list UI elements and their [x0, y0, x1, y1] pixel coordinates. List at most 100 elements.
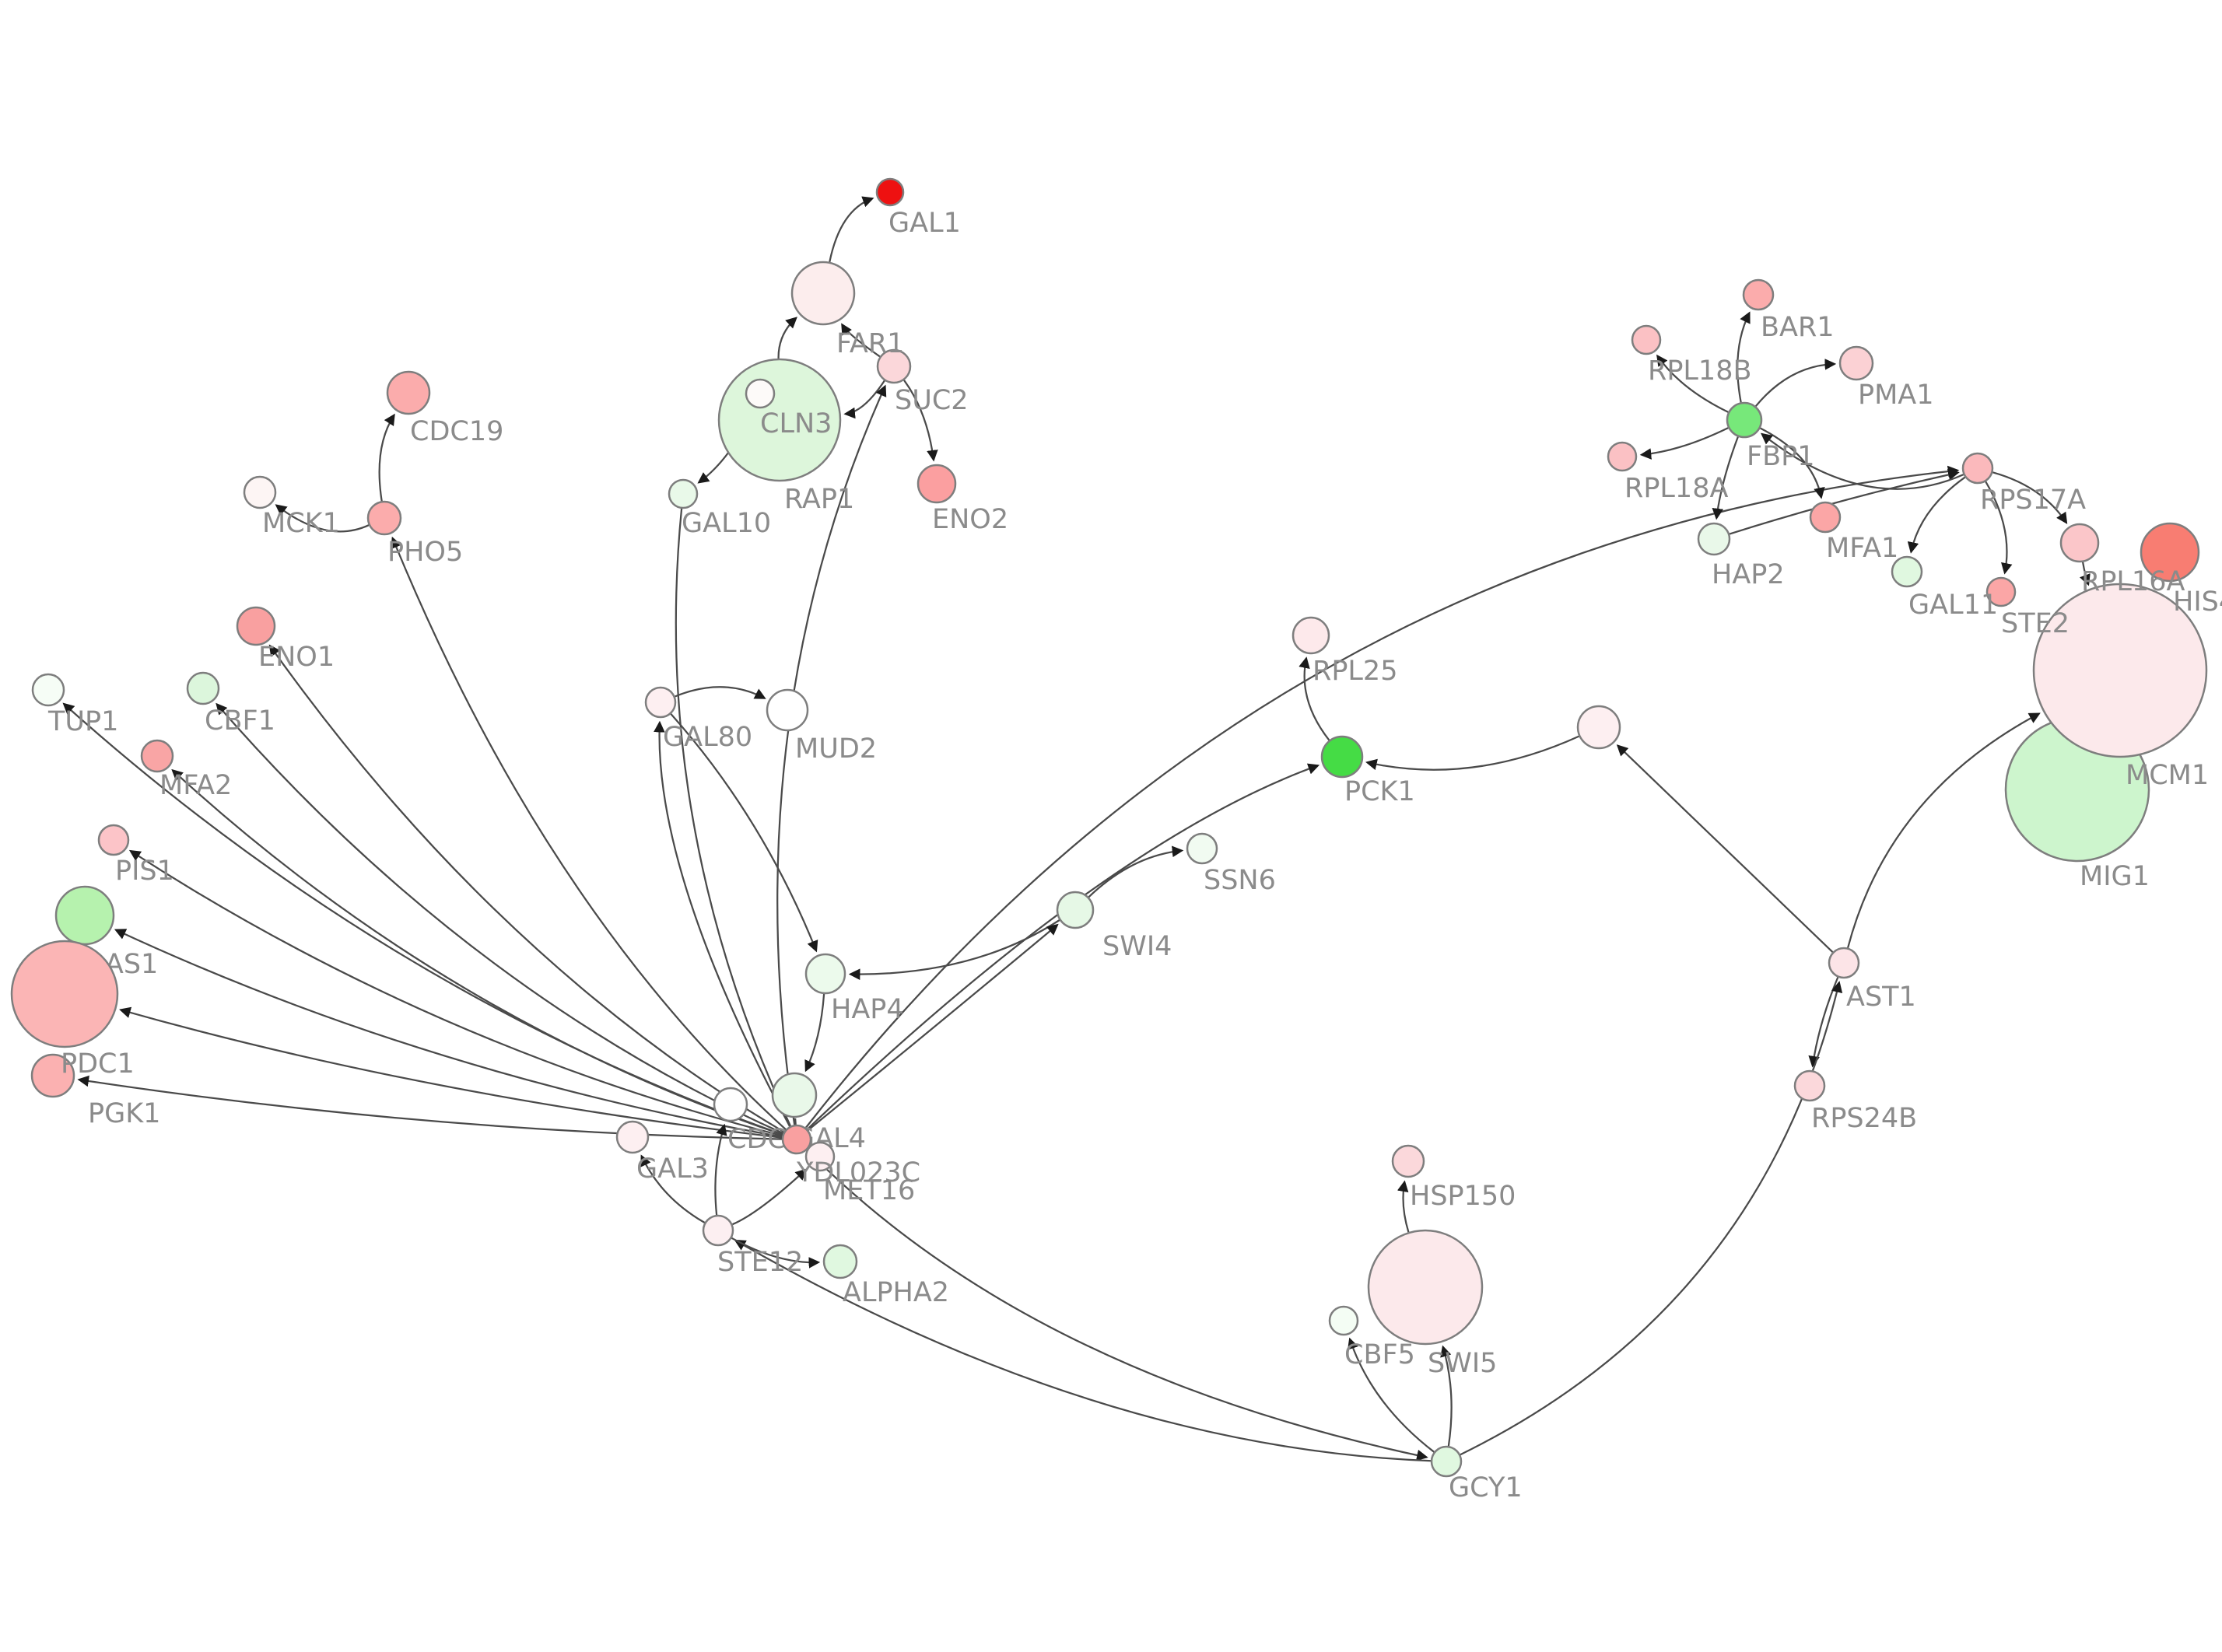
edge-FAR1-GAL1[interactable]: [829, 196, 874, 263]
node-ENO1[interactable]: [236, 606, 276, 646]
edge-STE12-ALPHA2[interactable]: [731, 1237, 821, 1269]
edge-AST1-UNLABELED1[interactable]: [1616, 744, 1834, 954]
node-GAL10[interactable]: [668, 478, 699, 509]
edge-YDL023C-ENO1[interactable]: [268, 644, 785, 1133]
node-MCK1[interactable]: [243, 475, 277, 509]
edge-YDL023C-RAS1[interactable]: [114, 929, 783, 1138]
edge-SUC2-ENO2[interactable]: [903, 380, 938, 462]
edge-YDL023C-CBF1[interactable]: [216, 702, 784, 1135]
node-RPL18B[interactable]: [1631, 324, 1662, 355]
node-GAL1[interactable]: [875, 177, 905, 207]
node-PMA1[interactable]: [1838, 345, 1874, 381]
node-YDL023C[interactable]: [781, 1124, 812, 1155]
edge-YDL023C-PCK1[interactable]: [806, 763, 1320, 1130]
node-AST1[interactable]: [1828, 947, 1860, 979]
edge-SUC2-FAR1[interactable]: [841, 323, 881, 358]
node-HIS4[interactable]: [2140, 522, 2200, 583]
edge-YDL023C-PHO5[interactable]: [391, 536, 787, 1131]
node-SWI5[interactable]: [1367, 1229, 1484, 1346]
edge-PHO5-MCK1[interactable]: [275, 504, 370, 533]
edge-STE12-GAL3[interactable]: [640, 1154, 706, 1223]
node-MFA1[interactable]: [1809, 501, 1842, 534]
node-RAP1[interactable]: [745, 378, 776, 409]
edge-HAP2-RPS17A[interactable]: [1729, 469, 1960, 535]
edge-GAL80-HAP4[interactable]: [670, 713, 818, 953]
edge-GCY1-AST1[interactable]: [1460, 981, 1843, 1456]
edge-YDL023C-SUC2[interactable]: [776, 384, 887, 1125]
node-RPL25[interactable]: [1291, 616, 1330, 655]
node-CBF1[interactable]: [186, 671, 220, 705]
node-GAL4[interactable]: [771, 1072, 818, 1118]
edge-RPL16A-MCM1[interactable]: [2080, 562, 2091, 586]
edge-SUC2-CLN3[interactable]: [843, 380, 885, 419]
node-MCM1[interactable]: [2032, 583, 2208, 758]
node-RPL16A[interactable]: [2059, 523, 2100, 563]
edge-STE12-MET16[interactable]: [731, 1168, 808, 1226]
edge-UNLABELED1-PCK1[interactable]: [1365, 735, 1579, 771]
edge-FBP1-RPL18A[interactable]: [1639, 427, 1729, 460]
node-PCK1[interactable]: [1320, 735, 1364, 779]
edge-YDL023C-MFA2[interactable]: [171, 768, 783, 1136]
edge-YDL023C-SWI4[interactable]: [807, 923, 1059, 1131]
node-RPS24B[interactable]: [1793, 1069, 1826, 1102]
node-PDC1[interactable]: [10, 940, 119, 1048]
edge-YDL023C-GAL80[interactable]: [654, 720, 791, 1127]
edge-GCY1-SWI5[interactable]: [1440, 1345, 1453, 1447]
node-CDC6[interactable]: [713, 1087, 748, 1122]
edge-YDL023C-GCY1[interactable]: [806, 1149, 1428, 1461]
node-HAP4[interactable]: [804, 953, 846, 995]
node-SUC2[interactable]: [876, 348, 912, 384]
node-GAL3[interactable]: [615, 1120, 650, 1154]
edge-PCK1-RPL25[interactable]: [1299, 656, 1330, 741]
edge-RPS17A-STE2[interactable]: [1985, 481, 2013, 575]
node-ALPHA2[interactable]: [822, 1244, 858, 1279]
node-PIS1[interactable]: [97, 824, 130, 856]
edge-YDL023C-PDC1[interactable]: [119, 1006, 783, 1139]
edge-CLN3-FAR1[interactable]: [777, 317, 797, 359]
node-MUD2[interactable]: [766, 688, 809, 732]
node-RAS1[interactable]: [54, 885, 115, 946]
node-SWI4[interactable]: [1056, 891, 1095, 929]
edge-RPS17A-GAL11[interactable]: [1907, 476, 1966, 554]
node-STE2[interactable]: [1985, 576, 2017, 607]
edge-FBP1-BAR1[interactable]: [1737, 311, 1751, 403]
edge-RPS17A-RPL16A[interactable]: [1992, 471, 2068, 524]
edge-PHO5-CDC19[interactable]: [378, 413, 395, 502]
edge-FBP1-HAP2[interactable]: [1712, 436, 1739, 520]
node-SSN6[interactable]: [1186, 832, 1218, 865]
node-MFA2[interactable]: [140, 739, 174, 773]
node-CBF5[interactable]: [1328, 1305, 1359, 1336]
edge-AST1-RPS24B[interactable]: [1808, 977, 1839, 1068]
edge-RPS17A-FBP1[interactable]: [1760, 432, 1964, 490]
edge-GAL80-MUD2[interactable]: [675, 686, 766, 699]
node-MET16[interactable]: [804, 1141, 836, 1172]
node-RPL18A[interactable]: [1607, 441, 1638, 472]
node-HAP2[interactable]: [1697, 522, 1731, 556]
edge-SWI5-HSP150[interactable]: [1397, 1180, 1410, 1233]
node-TUP1[interactable]: [31, 673, 65, 707]
edge-AST1-MCM1[interactable]: [1847, 712, 2041, 948]
edge-YDL023C-PGK1[interactable]: [77, 1075, 783, 1140]
node-CDC19[interactable]: [386, 370, 431, 415]
edge-STE12-CDC6[interactable]: [714, 1123, 727, 1216]
node-PHO5[interactable]: [366, 500, 402, 536]
node-HSP150[interactable]: [1391, 1144, 1425, 1178]
node-GAL11[interactable]: [1891, 555, 1923, 588]
edge-FBP1-RPL18B[interactable]: [1656, 354, 1729, 413]
node-GAL80[interactable]: [644, 686, 677, 719]
edge-YDL023C-RPS17A[interactable]: [804, 465, 1960, 1129]
node-RPS17A[interactable]: [1961, 452, 1994, 485]
edge-YDL023C-PIS1[interactable]: [128, 849, 783, 1137]
edge-GCY1-CBF5[interactable]: [1348, 1337, 1435, 1453]
node-FBP1[interactable]: [1726, 401, 1763, 439]
edge-SWI4-HAP4[interactable]: [848, 919, 1060, 981]
edge-HAP4-GAL4[interactable]: [804, 993, 825, 1073]
edge-FBP1-PMA1[interactable]: [1754, 359, 1837, 408]
edge-GCY1-STE12[interactable]: [734, 1239, 1432, 1462]
node-BAR1[interactable]: [1742, 278, 1775, 311]
edge-SWI4-SSN6[interactable]: [1088, 845, 1184, 898]
node-UNLABELED1[interactable]: [1576, 705, 1621, 750]
node-PGK1[interactable]: [30, 1053, 75, 1098]
edge-GAL10-YDL023C[interactable]: [675, 508, 792, 1127]
